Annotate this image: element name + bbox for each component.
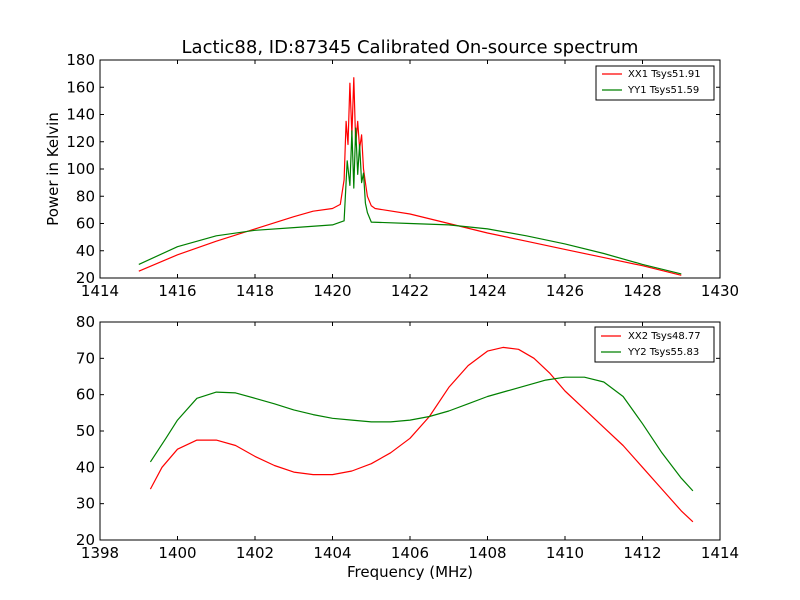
y-tick-label: 50 [76,422,95,440]
y-tick-label: 80 [76,187,95,205]
y-tick-label: 80 [76,313,95,331]
series-line-xx1 [138,77,682,276]
legend-label-xx1: XX1 Tsys51.91 [628,69,701,80]
y-tick-label: 40 [76,242,95,260]
y-tick-label: 20 [76,269,95,287]
x-tick-label: 1430 [701,282,739,300]
x-axis-label: Frequency (MHz) [347,563,473,581]
legend: XX1 Tsys51.91 YY1 Tsys51.59 [595,65,715,101]
series-line-yy2 [149,376,694,492]
x-tick-label: 1404 [313,544,351,562]
x-tick-label: 1402 [236,544,274,562]
x-tick-label: 1426 [546,282,584,300]
series-line-yy1 [138,127,682,275]
x-tick-label: 1414 [701,544,739,562]
y-tick-label: 20 [76,531,95,549]
y-tick-label: 30 [76,495,95,513]
x-tick-label: 1416 [158,282,196,300]
x-tick-label: 1408 [468,544,506,562]
top-spectrum-panel: Lactic88, ID:87345 Calibrated On-source … [44,37,739,300]
x-tick-label: 1410 [546,544,584,562]
legend: XX2 Tsys48.77 YY2 Tsys55.83 [594,326,715,363]
y-axis-label: Power in Kelvin [44,112,62,226]
x-tick-label: 1412 [623,544,661,562]
tick-group: 1398 1400 1402 1404 1406 1408 1410 1412 1414 20 30… [76,313,739,562]
x-tick-label: 1424 [468,282,506,300]
tick-group: 1414 1416 1418 1420 1422 1424 1426 1428 1430 20 40… [66,51,739,300]
legend-box [595,65,715,101]
legend-label-yy1: YY1 Tsys51.59 [627,85,699,96]
x-tick-label: 1406 [391,544,429,562]
y-tick-label: 40 [76,458,95,476]
chart-title: Lactic88, ID:87345 Calibrated On-source … [182,37,639,58]
legend-box [594,326,715,363]
x-tick-label: 1422 [391,282,429,300]
y-tick-label: 100 [66,160,95,178]
x-tick-label: 1400 [158,544,196,562]
y-tick-label: 120 [66,133,95,151]
legend-label-yy2: YY2 Tsys55.83 [627,347,699,358]
series-group [138,77,682,276]
x-tick-label: 1398 [81,544,119,562]
x-tick-label: 1414 [81,282,119,300]
x-tick-label: 1420 [313,282,351,300]
y-tick-label: 60 [76,386,95,404]
y-tick-label: 70 [76,349,95,367]
y-tick-label: 160 [66,78,95,96]
x-tick-label: 1418 [236,282,274,300]
series-group [149,346,694,523]
bottom-spectrum-panel: 1398 1400 1402 1404 1406 1408 1410 1412 1414 20 30… [76,313,739,581]
y-tick-label: 180 [66,51,95,69]
legend-label-xx2: XX2 Tsys48.77 [628,331,701,342]
x-tick-label: 1428 [623,282,661,300]
y-tick-label: 140 [66,106,95,124]
y-tick-label: 60 [76,215,95,233]
